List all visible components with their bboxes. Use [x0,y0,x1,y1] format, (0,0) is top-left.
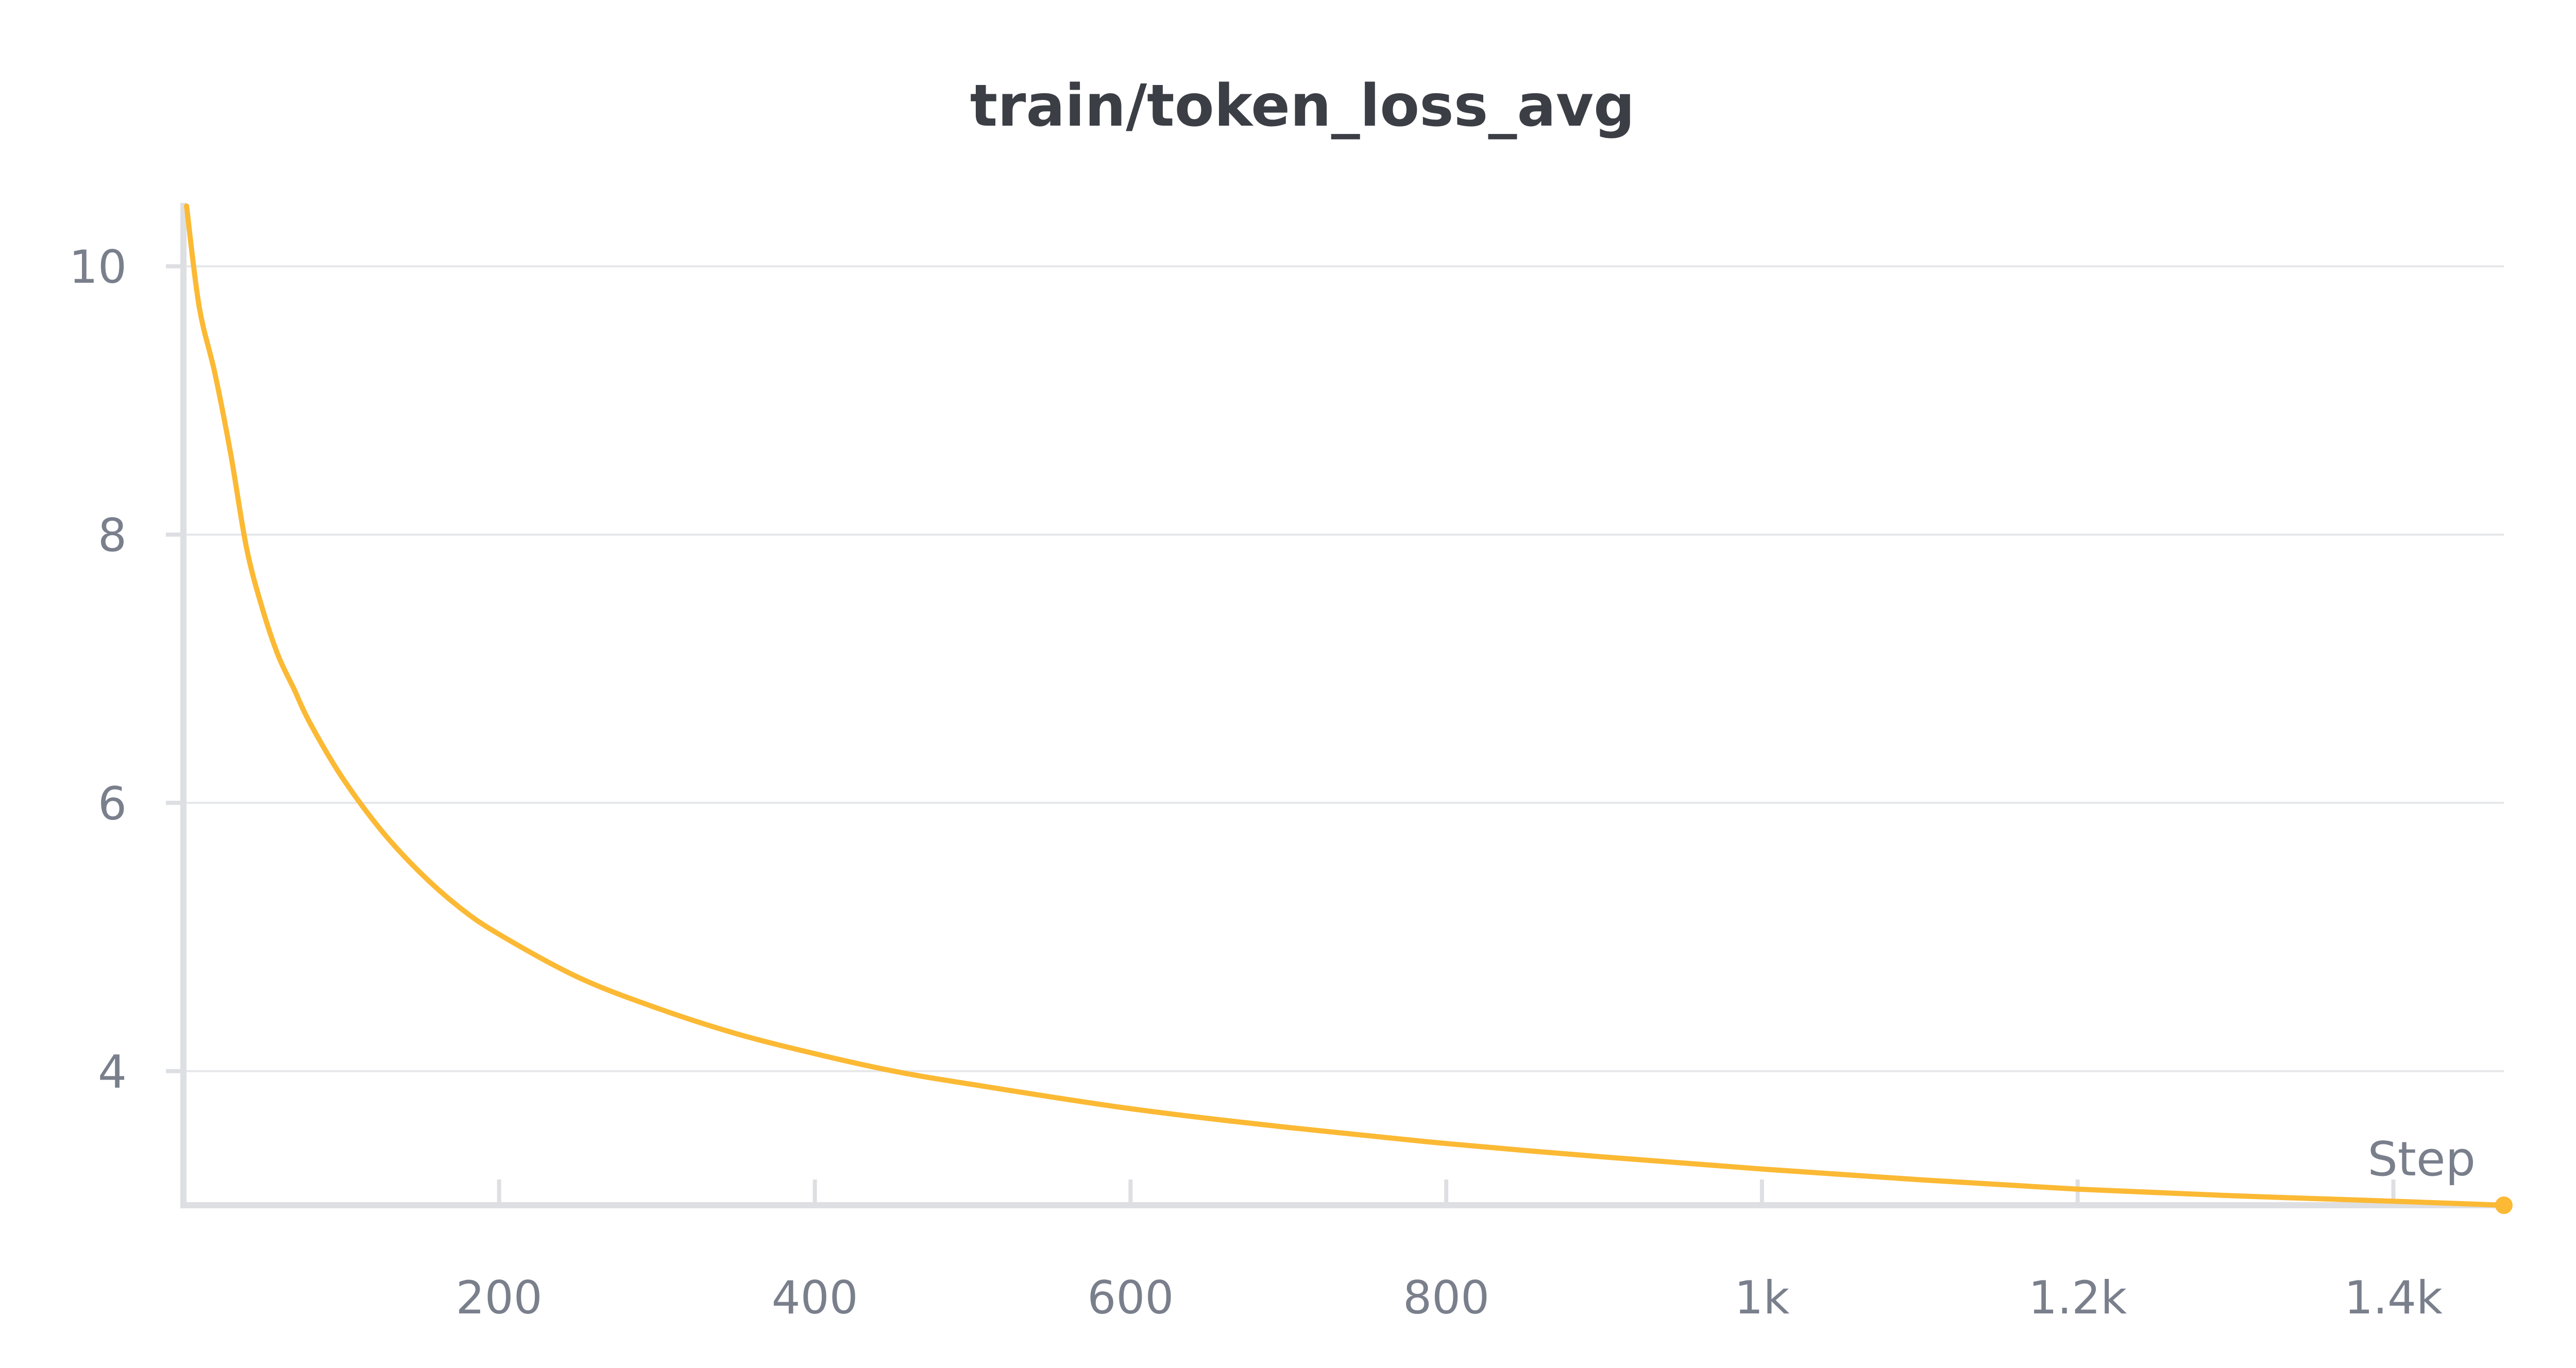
x-tick-label: 800 [1403,1271,1489,1324]
series-end-point [2495,1196,2513,1214]
x-tick-label: 200 [456,1271,543,1324]
y-tick-label: 8 [98,509,127,562]
x-tick-label: 1.2k [2028,1271,2127,1324]
series-layer [184,203,2513,1214]
x-tick-label: 1.4k [2344,1271,2443,1324]
series-line [184,203,2506,1208]
x-tick-label: 1k [1734,1271,1789,1324]
x-tick-label: 600 [1087,1271,1174,1324]
y-tick-label: 4 [98,1046,127,1099]
grid-lines [183,265,2504,1072]
x-axis-title: Step [2368,1132,2476,1187]
y-tick-label: 6 [98,777,127,830]
axes [166,203,2504,1208]
y-tick-label: 10 [69,241,127,294]
tick-labels: 4 6 8 10 200 400 600 800 1k 1.2k 1.4k Step [69,241,2476,1324]
chart-title: train/token_loss_avg [970,73,1635,140]
x-tick-label: 400 [772,1271,858,1324]
